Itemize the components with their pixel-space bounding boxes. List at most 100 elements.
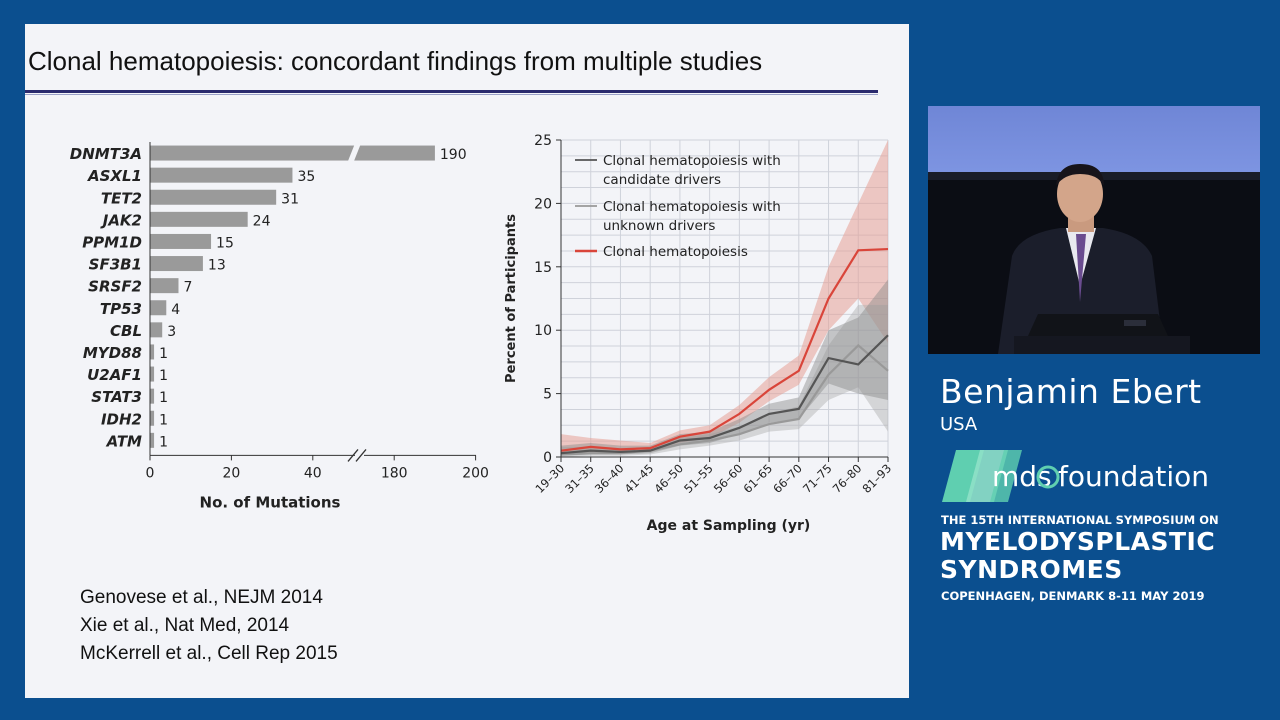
legend-entry: Clonal hematopoiesis with unknown drivers: [603, 199, 781, 234]
bar-value-label: 31: [281, 191, 299, 207]
line-y-tick-label: 0: [543, 450, 552, 466]
reference-3: McKerrell et al., Cell Rep 2015: [80, 643, 338, 664]
line-x-tick-label: 66–70: [770, 461, 805, 496]
line-x-tick-label: 76–80: [830, 461, 865, 496]
bar-value-label: 7: [183, 280, 192, 296]
series-line: [560, 334, 889, 455]
bar-x-tick-label: 200: [462, 465, 489, 481]
bar-break-gap: [347, 143, 362, 164]
bar-category-label: STAT3: [91, 388, 142, 406]
line-y-tick-label: 10: [534, 323, 552, 339]
line-y-tick-label: 20: [534, 196, 552, 212]
bar-ATM: [150, 432, 155, 448]
line-x-tick-label: 61–65: [741, 461, 776, 496]
symposium-line: THE 15TH INTERNATIONAL SYMPOSIUM ON: [941, 513, 1219, 527]
logo-text-mds: mds: [992, 460, 1052, 493]
legend-entry: Clonal hematopoiesis: [603, 244, 748, 260]
line-x-axis-title: Age at Sampling (yr): [647, 518, 811, 534]
bar-TP53: [150, 300, 167, 316]
symposium-title-1: MYELODYSPLASTIC: [940, 527, 1216, 556]
axis-break-mark: [355, 448, 367, 462]
line-y-tick-label: 15: [534, 260, 552, 276]
title-rule-thin: [25, 94, 878, 95]
line-x-tick-label: 46–50: [651, 461, 686, 496]
bar-category-label: CBL: [110, 322, 142, 340]
line-x-tick-label: 71–75: [800, 461, 835, 496]
bar-category-label: PPM1D: [82, 233, 142, 251]
bar-JAK2: [150, 211, 248, 227]
reference-2: Xie et al., Nat Med, 2014: [80, 615, 290, 636]
legend-entry: Clonal hematopoiesis with candidate drive…: [603, 153, 781, 188]
line-y-axis-title: Percent of Participants: [504, 214, 519, 383]
title-rule: [25, 90, 878, 93]
bar-SF3B1: [150, 256, 203, 272]
speaker-name: Benjamin Ebert: [940, 372, 1202, 411]
series-line: [560, 343, 889, 456]
mds-foundation-logo: mds foundation: [942, 450, 1209, 502]
bar-category-label: SRSF2: [88, 278, 142, 296]
bar-category-label: DNMT3A: [70, 145, 142, 163]
bar-STAT3: [150, 388, 155, 404]
symposium-title-2: SYNDROMES: [940, 555, 1123, 584]
age-line-chart: 0 5 10 15 20 25 19–3031–3536–4041–4546–5051–55…: [504, 133, 894, 534]
slide-title: Clonal hematopoiesis: concordant finding…: [28, 46, 763, 76]
speaker-video: [928, 106, 1260, 354]
bar-value-label: 13: [208, 258, 226, 274]
bar-IDH2: [150, 410, 155, 426]
slide: Clonal hematopoiesis: concordant finding…: [25, 24, 909, 698]
line-y-tick-label: 25: [534, 133, 552, 149]
line-x-tick-label: 36–40: [592, 461, 627, 496]
bar-x-tick-label: 0: [146, 465, 155, 481]
bar-U2AF1: [150, 366, 155, 382]
bar-category-label: ATM: [106, 432, 142, 450]
bar-x-axis-title: No. of Mutations: [200, 493, 341, 511]
speaker-country: USA: [940, 414, 978, 435]
bar-category-label: IDH2: [101, 410, 142, 428]
bar-value-label: 35: [297, 169, 315, 185]
bar-category-label: U2AF1: [87, 366, 142, 384]
bar-value-label: 3: [167, 324, 176, 340]
bar-value-label: 1: [159, 412, 168, 428]
bar-value-label: 24: [253, 213, 271, 229]
references: Genovese et al., NEJM 2014 Xie et al., N…: [80, 584, 338, 668]
bar-CBL: [150, 322, 163, 338]
reference-1: Genovese et al., NEJM 2014: [80, 587, 323, 608]
bar-category-label: ASXL1: [87, 167, 142, 185]
line-x-tick-label: 19–30: [532, 461, 567, 496]
line-x-tick-label: 41–45: [622, 461, 657, 496]
line-x-tick-label: 31–35: [562, 461, 597, 496]
line-y-tick-label: 5: [543, 387, 552, 403]
bar-category-label: TET2: [101, 189, 142, 207]
bar-value-label: 4: [171, 302, 180, 318]
bar-MYD88: [150, 344, 155, 360]
bar-SRSF2: [150, 278, 179, 294]
speaker-video-frame: [928, 106, 1260, 354]
confidence-band: [561, 304, 888, 457]
bar-value-label: 1: [159, 434, 168, 450]
bar-value-label: 15: [216, 235, 234, 251]
line-x-tick-label: 51–55: [681, 461, 716, 496]
line-x-tick-label: 81–93: [859, 461, 894, 496]
axis-break-mark: [347, 448, 359, 462]
confidence-band: [561, 140, 888, 455]
logo-text-foundation: foundation: [1058, 460, 1209, 493]
bar-value-label: 1: [159, 346, 168, 362]
logo-dot-icon: [1036, 465, 1060, 489]
bar-PPM1D: [150, 233, 212, 249]
bar-category-label: MYD88: [83, 344, 142, 362]
bar-value-label: 1: [159, 368, 168, 384]
series-line: [560, 247, 889, 452]
bar-x-tick-label: 40: [304, 465, 322, 481]
bar-ASXL1: [150, 167, 293, 183]
symposium-location-date: COPENHAGEN, DENMARK 8-11 MAY 2019: [941, 589, 1205, 603]
line-x-tick-label: 56–60: [711, 461, 746, 496]
bar-category-label: JAK2: [100, 211, 142, 229]
bar-value-label: 190: [440, 147, 467, 163]
bar-x-tick-label: 180: [381, 465, 408, 481]
bar-x-tick-label: 20: [222, 465, 240, 481]
bar-DNMT3A: [150, 145, 435, 161]
bar-TET2: [150, 189, 277, 205]
bar-category-label: SF3B1: [89, 256, 142, 274]
bar-value-label: 1: [159, 390, 168, 406]
